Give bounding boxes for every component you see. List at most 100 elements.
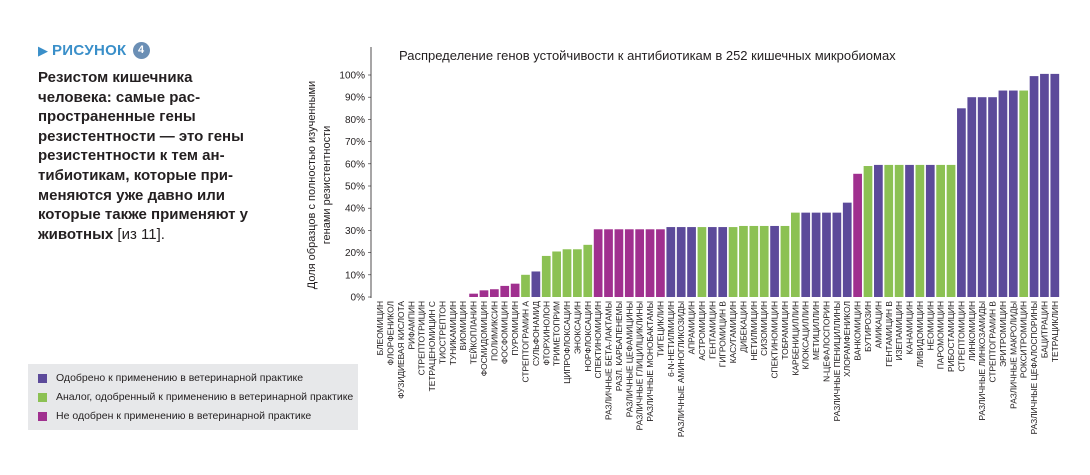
x-tick-label: РОКСИТРОМИЦИН	[1019, 301, 1029, 378]
bar	[832, 212, 842, 297]
x-tick-label: ТЕТРАЦЕНОМИЦИН С	[427, 301, 437, 391]
x-tick-label: ПОЛИМИКСИН	[489, 301, 499, 361]
x-tick-label: ДИБЕКАЦИН	[738, 301, 748, 353]
triangle-arrow-icon: ▶	[38, 43, 48, 58]
bar	[749, 225, 759, 297]
x-tick-label: 6-N-НЕТИЛМИЦИН	[666, 301, 676, 377]
x-tick-label: ЦИПРОФЛОКСАЦИН	[562, 301, 572, 384]
x-tick-label: БАЦИТРАЦИН	[1039, 301, 1049, 358]
x-axis-labels: БЛЕОМИЦИН ФЛОРФЕНИКОЛ ФУЗИДИЕВАЯ КИСЛОТА РИ…	[375, 301, 1060, 438]
x-tick-label: ИЗЕПАМИЦИН	[894, 301, 904, 361]
x-tick-label: КЛОКСАЦИЛЛИН	[801, 301, 811, 369]
bar	[583, 244, 593, 297]
bar	[894, 164, 904, 297]
x-tick-label: НЕОМИЦИН	[925, 301, 935, 350]
bar	[998, 90, 1008, 297]
bar	[645, 229, 655, 297]
figure-number-badge: 4	[132, 42, 150, 59]
x-tick-label: ВАНКОМИЦИН	[853, 301, 863, 361]
x-tick-label: ТЕЙКОПЛАНИН	[468, 301, 479, 364]
x-tick-label: РАЗЛИЧНЫЕ ГЛИЦИЛЦИКЛИНЫ	[635, 301, 645, 430]
legend-label-approved: Одобрено к применению в ветеринарной пра…	[56, 372, 304, 384]
bar	[541, 255, 551, 297]
x-tick-label: БУТИРОЗИН	[863, 301, 873, 352]
bar	[552, 251, 561, 297]
legend-item-analog: Аналог, одобренный к применению в ветери…	[38, 390, 353, 404]
bar	[967, 97, 977, 297]
x-tick-label: ПУРОМИЦИН	[510, 301, 520, 356]
x-tick-label: РИФАМПИН	[406, 301, 416, 349]
x-tick-label: ЭНОКСАЦИН	[572, 301, 582, 354]
x-tick-label: ЭРИТРОМИЦИН	[998, 301, 1008, 367]
x-tick-label: N-ЦЕФАЛОСПОРИН	[821, 301, 831, 382]
x-tick-label: СТРЕПТОГРАМИН А	[520, 301, 530, 383]
bar	[593, 229, 603, 297]
bar	[874, 164, 883, 297]
x-tick-label: ТИГЕЦИКЛИН	[655, 301, 665, 357]
bar	[707, 227, 717, 297]
legend-label-not-approved: Не одобрен к применению в ветеринарной п…	[56, 410, 312, 422]
x-tick-label: СПЕКТИНОМИЦИН	[770, 301, 780, 379]
legend-swatch-not-approved	[38, 411, 47, 421]
bar	[811, 212, 821, 297]
y-axis-label-line-2: генами резистентности	[321, 126, 333, 245]
x-tick-label: РАЗЛИЧНЫЕ ЛИНКОЗАМИДЫ	[977, 301, 987, 421]
bar	[531, 271, 541, 297]
x-tick-label: ГЕНТАМИЦИН	[707, 301, 717, 359]
x-tick-label: РАЗЛИЧНЫЕ ЦЕФАМИЦИНЫ	[624, 301, 634, 417]
x-tick-label: АМИКАЦИН	[873, 301, 883, 348]
x-tick-label: ПАРОМОМИЦИН	[936, 301, 946, 369]
x-tick-label: РИБОСТАМИЦИН	[946, 301, 956, 372]
y-tick-label: 10%	[345, 270, 365, 281]
x-tick-label: ФЛОРФЕНИКОЛ	[386, 301, 396, 365]
x-tick-label: РАЗЛИЧНЫЕ МОНОБАКТАМЫ	[645, 301, 655, 422]
bar	[666, 227, 676, 297]
x-tick-label: ГИГРОМИЦИН В	[718, 301, 728, 368]
x-tick-label: РАЗЛ. КАРБАПЕНЕМЫ	[614, 301, 624, 391]
x-tick-label: ФУЗИДИЕВАЯ КИСЛОТА	[396, 301, 406, 399]
x-tick-label: ТИОСТРЕПТОН	[437, 301, 447, 364]
caption-source: [из 11].	[113, 225, 165, 243]
bar	[853, 173, 862, 297]
figure-heading: ▶ РИСУНОК 4	[38, 42, 150, 59]
bar	[1050, 73, 1060, 297]
x-tick-label: БЛЕОМИЦИН	[375, 301, 385, 355]
x-tick-label: СПЕКТИНОМИЦИН	[593, 301, 603, 379]
chart-legend: Одобрено к применению в ветеринарной пра…	[28, 364, 358, 430]
bar	[562, 249, 572, 297]
x-tick-label: РАЗЛИЧНЫЕ АМИНОГЛИКОЗИДЫ	[676, 301, 686, 437]
bar	[739, 225, 748, 297]
bar	[842, 202, 852, 297]
x-tick-label: ФТОРХИНОЛОН	[541, 301, 551, 366]
x-tick-label: АПРАМИЦИН	[687, 301, 697, 354]
bar	[510, 283, 520, 297]
x-tick-label: ГЕНТАМИЦИН В	[884, 301, 894, 367]
legend-item-approved: Одобрено к применению в ветеринарной пра…	[38, 371, 303, 385]
bar	[822, 212, 831, 297]
x-tick-label: СУЛЬФОНАМИД	[531, 301, 541, 366]
y-tick-label: 20%	[345, 248, 365, 259]
y-axis-label-line-1: Доля образцов с полностью изученными	[306, 81, 318, 289]
y-tick-label: 40%	[345, 204, 365, 215]
bar	[676, 227, 686, 297]
x-tick-label: ЛИНКОМИЦИН	[967, 301, 977, 361]
x-tick-label: СТРЕПТОТРИЦИН	[417, 301, 427, 375]
x-tick-label: ТОБРАМИЦИН	[780, 301, 790, 360]
legend-swatch-approved	[38, 373, 47, 383]
bar	[925, 164, 935, 297]
y-axis: 0% 10% 20% 30% 40% 50% 60% 70% 80% 90% 100%	[339, 71, 371, 304]
x-tick-label: АСТРОМИЦИН	[697, 301, 707, 360]
x-tick-label: СИЗОМИЦИН	[759, 301, 769, 356]
x-tick-label: НЕТИЛМИЦИН	[749, 301, 759, 361]
x-tick-label: РАЗЛИЧНЫЕ ПЕНИЦИЛЛИНЫ	[832, 301, 842, 421]
bar	[884, 164, 894, 297]
bar	[957, 108, 966, 297]
bar	[988, 97, 997, 297]
bar	[1008, 90, 1018, 297]
bar	[573, 249, 582, 297]
x-tick-label: ТУНИКАМИЦИН	[448, 301, 458, 365]
bar	[490, 289, 499, 297]
x-tick-label: ЛИВИДОМИЦИН	[915, 301, 925, 368]
bar	[604, 229, 613, 297]
bar	[770, 225, 779, 297]
